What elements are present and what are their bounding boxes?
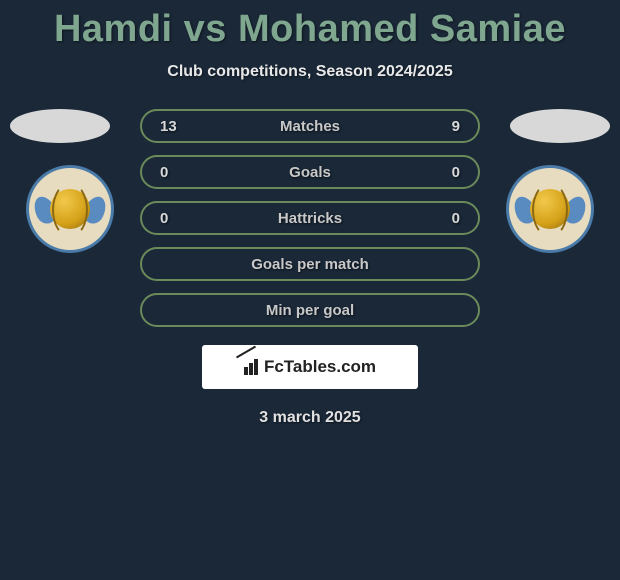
stat-label: Min per goal [266, 302, 354, 319]
stat-list: 13 Matches 9 0 Goals 0 0 Hattricks 0 Goa… [140, 109, 480, 327]
stat-label: Matches [280, 118, 340, 135]
stat-row-hattricks: 0 Hattricks 0 [140, 201, 480, 235]
stat-right-value: 0 [436, 210, 460, 227]
club-badge-right [506, 165, 594, 253]
snapshot-date: 3 march 2025 [0, 409, 620, 427]
comparison-content: 13 Matches 9 0 Goals 0 0 Hattricks 0 Goa… [0, 109, 620, 427]
competition-subtitle: Club competitions, Season 2024/2025 [0, 63, 620, 81]
comparison-title: Hamdi vs Mohamed Samiae [0, 0, 620, 51]
ball-icon [50, 189, 90, 229]
stat-label: Goals [289, 164, 331, 181]
chart-icon [244, 359, 258, 375]
brand-watermark: FcTables.com [202, 345, 418, 389]
stat-left-value: 0 [160, 210, 184, 227]
stat-row-goals: 0 Goals 0 [140, 155, 480, 189]
stat-label: Hattricks [278, 210, 342, 227]
brand-text: FcTables.com [264, 357, 376, 377]
stat-left-value: 13 [160, 118, 184, 135]
ball-icon [530, 189, 570, 229]
stat-row-min-per-goal: Min per goal [140, 293, 480, 327]
stat-left-value: 0 [160, 164, 184, 181]
stat-row-matches: 13 Matches 9 [140, 109, 480, 143]
club-badge-left [26, 165, 114, 253]
stat-right-value: 9 [436, 118, 460, 135]
stat-label: Goals per match [251, 256, 369, 273]
stat-row-goals-per-match: Goals per match [140, 247, 480, 281]
player-left-avatar [10, 109, 110, 143]
player-right-avatar [510, 109, 610, 143]
stat-right-value: 0 [436, 164, 460, 181]
